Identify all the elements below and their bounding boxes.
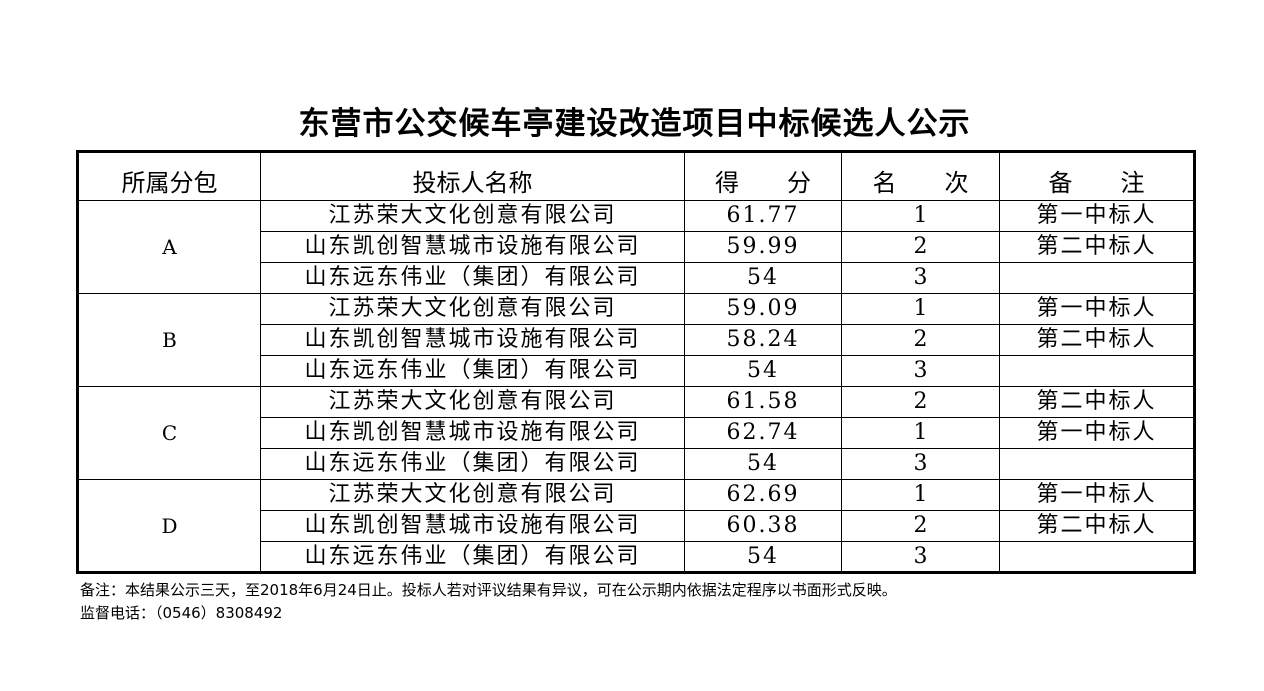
- rank-cell: 2: [841, 386, 1000, 418]
- score-cell: 61.77: [684, 200, 842, 232]
- note-cell: [999, 262, 1195, 294]
- score-cell: 54: [684, 262, 842, 294]
- bidder-cell: 江苏荣大文化创意有限公司: [260, 386, 685, 418]
- header-package: 所属分包: [77, 151, 261, 201]
- bidder-cell: 山东凯创智慧城市设施有限公司: [260, 417, 685, 449]
- score-cell: 62.74: [684, 417, 842, 449]
- score-cell: 58.24: [684, 324, 842, 356]
- score-cell: 61.58: [684, 386, 842, 418]
- package-cell: A: [77, 200, 261, 294]
- phone-text: 监督电话：（0546）8308492: [80, 604, 283, 622]
- bidder-cell: 江苏荣大文化创意有限公司: [260, 479, 685, 511]
- rank-cell: 3: [841, 355, 1000, 387]
- rank-cell: 2: [841, 231, 1000, 263]
- bidder-cell: 山东远东伟业（集团）有限公司: [260, 262, 685, 294]
- header-bidder: 投标人名称: [260, 151, 685, 201]
- bidder-cell: 山东凯创智慧城市设施有限公司: [260, 510, 685, 542]
- score-cell: 59.09: [684, 293, 842, 325]
- table-row: 山东远东伟业（集团）有限公司 54 3: [78, 541, 1195, 573]
- rank-cell: 2: [841, 510, 1000, 542]
- score-cell: 54: [684, 448, 842, 480]
- note-cell: [999, 355, 1195, 387]
- note-cell: 第一中标人: [999, 293, 1195, 325]
- table-row: 山东远东伟业（集团）有限公司 54 3: [78, 355, 1195, 387]
- table-row: D 江苏荣大文化创意有限公司 62.69 1 第一中标人: [77, 479, 1195, 573]
- score-cell: 54: [684, 541, 842, 573]
- bidder-cell: 山东远东伟业（集团）有限公司: [260, 541, 685, 573]
- document: 东营市公交候车亭建设改造项目中标候选人公示 所属分包 投标人名称 得 分 名 次…: [76, 106, 1196, 625]
- rank-cell: 1: [841, 200, 1000, 232]
- header-score: 得 分: [684, 151, 842, 201]
- bidder-cell: 山东凯创智慧城市设施有限公司: [260, 231, 685, 263]
- table-row: B 江苏荣大文化创意有限公司 59.09 1 第一中标人: [77, 293, 1195, 387]
- header-note: 备 注: [999, 151, 1195, 201]
- note-cell: 第二中标人: [999, 510, 1195, 542]
- bidder-cell: 山东远东伟业（集团）有限公司: [260, 448, 685, 480]
- candidates-table: 所属分包 投标人名称 得 分 名 次 备 注 A 江苏荣大文化创意有限公司 61.7…: [76, 150, 1196, 574]
- package-cell: B: [77, 293, 261, 387]
- rank-cell: 3: [841, 448, 1000, 480]
- note-cell: 第二中标人: [999, 231, 1195, 263]
- rank-cell: 1: [841, 293, 1000, 325]
- remark-text: 备注：本结果公示三天，至2018年6月24日止。投标人若对评议结果有异议，可在公…: [80, 581, 897, 599]
- rank-cell: 2: [841, 324, 1000, 356]
- package-cell: D: [77, 479, 261, 573]
- score-cell: 54: [684, 355, 842, 387]
- header-rank: 名 次: [841, 151, 1000, 201]
- note-cell: 第二中标人: [999, 324, 1195, 356]
- table-header-row: 所属分包 投标人名称 得 分 名 次 备 注: [77, 151, 1195, 201]
- table-row: 山东凯创智慧城市设施有限公司 59.99 2 第二中标人: [78, 231, 1195, 263]
- table-row: C 江苏荣大文化创意有限公司 61.58 2 第二中标人: [77, 386, 1195, 480]
- table-row: 山东凯创智慧城市设施有限公司 62.74 1 第一中标人: [78, 417, 1195, 449]
- rank-cell: 3: [841, 541, 1000, 573]
- page-title: 东营市公交候车亭建设改造项目中标候选人公示: [298, 106, 971, 142]
- note-cell: 第一中标人: [999, 200, 1195, 232]
- score-cell: 60.38: [684, 510, 842, 542]
- note-cell: 第二中标人: [999, 386, 1195, 418]
- bidder-cell: 山东远东伟业（集团）有限公司: [260, 355, 685, 387]
- rank-cell: 1: [841, 417, 1000, 449]
- note-cell: [999, 541, 1195, 573]
- rank-cell: 3: [841, 262, 1000, 294]
- table-row: 山东凯创智慧城市设施有限公司 60.38 2 第二中标人: [78, 510, 1195, 542]
- score-cell: 59.99: [684, 231, 842, 263]
- score-cell: 62.69: [684, 479, 842, 511]
- rank-cell: 1: [841, 479, 1000, 511]
- note-cell: 第一中标人: [999, 479, 1195, 511]
- table-row: A 江苏荣大文化创意有限公司 61.77 1 第一中标人: [77, 200, 1195, 294]
- note-cell: [999, 448, 1195, 480]
- bidder-cell: 山东凯创智慧城市设施有限公司: [260, 324, 685, 356]
- bidder-cell: 江苏荣大文化创意有限公司: [260, 293, 685, 325]
- bidder-cell: 江苏荣大文化创意有限公司: [260, 200, 685, 232]
- package-cell: C: [77, 386, 261, 480]
- footnotes: 备注：本结果公示三天，至2018年6月24日止。投标人若对评议结果有异议，可在公…: [80, 579, 1193, 625]
- note-cell: 第一中标人: [999, 417, 1195, 449]
